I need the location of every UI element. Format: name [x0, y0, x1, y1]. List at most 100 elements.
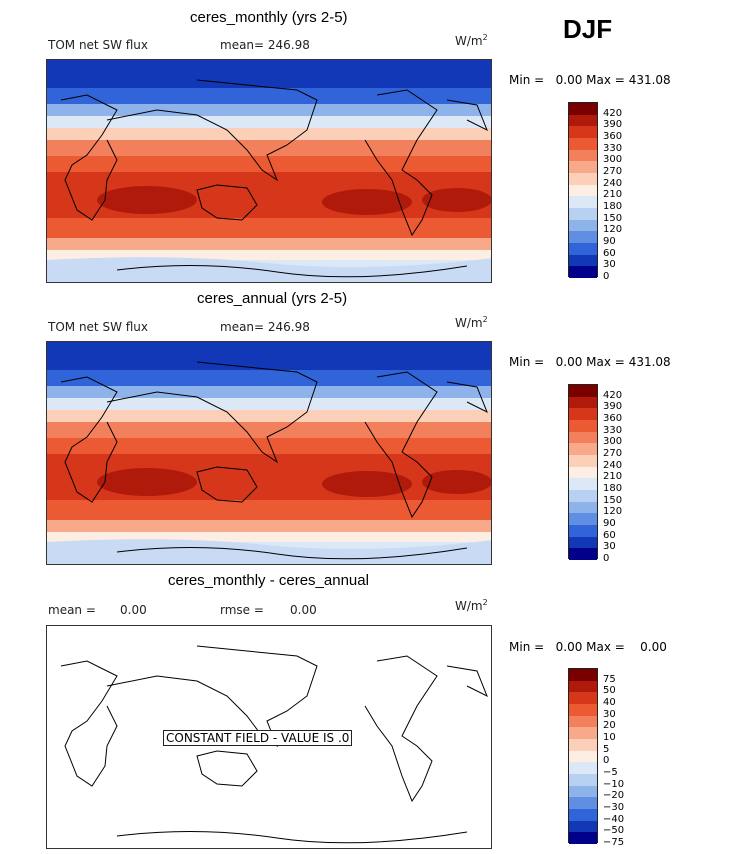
colorbar-swatch [569, 548, 597, 560]
colorbar-tick-label: 270 [603, 448, 623, 459]
colorbar-tick-label: −40 [603, 813, 625, 825]
panel3-rmse-label: rmse = [220, 603, 264, 617]
panel3-mean-value: 0.00 [120, 603, 147, 617]
colorbar-swatch [569, 231, 597, 243]
colorbar-swatch [569, 727, 597, 739]
colorbar-tick-label: 150 [603, 494, 623, 506]
panel2-map [46, 341, 492, 565]
colorbar-swatch [569, 680, 597, 693]
colorbar-swatch [569, 820, 597, 833]
colorbar-swatch [569, 513, 597, 525]
colorbar-tick-label: 10 [603, 732, 616, 743]
colorbar-tick-label: 360 [603, 413, 623, 424]
colorbar-tick-label: 180 [603, 201, 623, 212]
colorbar-tick-label: 0 [603, 755, 610, 767]
colorbar-swatch [569, 254, 597, 267]
colorbar-swatch [569, 454, 597, 467]
panel2-colorbar [568, 384, 598, 560]
colorbar-tick-label: 240 [603, 459, 623, 471]
colorbar-tick-label: 120 [603, 506, 623, 518]
panel2-field-label: TOM net SW flux [48, 320, 149, 334]
colorbar-swatch [569, 149, 597, 162]
colorbar-swatch [569, 750, 597, 763]
colorbar-swatch [569, 762, 597, 774]
colorbar-swatch [569, 196, 597, 208]
colorbar-tick-label: 420 [603, 389, 623, 401]
colorbar-tick-label: 60 [603, 529, 616, 541]
colorbar-tick-label: −30 [603, 802, 625, 813]
panel3-colorbar [568, 668, 598, 844]
panel1-map [46, 59, 492, 283]
colorbar-tick-label: 90 [603, 518, 616, 529]
panel2-mean-label: mean= 246.98 [220, 320, 310, 334]
colorbar-tick-label: 360 [603, 131, 623, 142]
colorbar-tick-label: −10 [603, 778, 625, 790]
panel2-minmax: Min = 0.00 Max = 431.08 [509, 355, 671, 369]
colorbar-swatch [569, 137, 597, 150]
colorbar-tick-label: 5 [603, 743, 610, 755]
panel3-minmax: Min = 0.00 Max = 0.00 [509, 640, 667, 654]
colorbar-swatch [569, 797, 597, 809]
panel2-field-svg [47, 342, 491, 564]
colorbar-swatch [569, 466, 597, 479]
panel1-field-label: TOM net SW flux [48, 38, 149, 52]
colorbar-tick-label: 150 [603, 212, 623, 224]
colorbar-tick-label: 120 [603, 224, 623, 236]
season-label: DJF [563, 14, 613, 44]
colorbar-tick-label: 390 [603, 401, 623, 413]
colorbar-swatch [569, 219, 597, 232]
colorbar-tick-label: 300 [603, 436, 623, 448]
colorbar-swatch [569, 489, 597, 502]
colorbar-tick-label: 180 [603, 483, 623, 494]
colorbar-swatch [569, 501, 597, 514]
panel2-title: ceres_annual (yrs 2-5) [197, 290, 348, 307]
colorbar-swatch [569, 207, 597, 220]
panel1-units: W/m2 [455, 33, 488, 48]
colorbar-swatch [569, 703, 597, 716]
colorbar-tick-label: 50 [603, 685, 616, 697]
colorbar-tick-label: 300 [603, 154, 623, 166]
colorbar-tick-label: 240 [603, 177, 623, 189]
panel1-mean-label: mean= 246.98 [220, 38, 310, 52]
colorbar-swatch [569, 669, 597, 681]
colorbar-tick-label: 40 [603, 697, 616, 708]
panel1-field-svg [47, 60, 491, 282]
panel3-title: ceres_monthly - ceres_annual [168, 572, 369, 589]
colorbar-tick-label: −20 [603, 790, 625, 802]
colorbar-swatch [569, 419, 597, 432]
panel1-title: ceres_monthly (yrs 2-5) [190, 9, 348, 26]
panel1-minmax: Min = 0.00 Max = 431.08 [509, 73, 671, 87]
colorbar-tick-label: 270 [603, 166, 623, 177]
colorbar-tick-label: 90 [603, 236, 616, 247]
colorbar-swatch [569, 126, 597, 138]
panel3-rmse-value: 0.00 [290, 603, 317, 617]
colorbar-swatch [569, 396, 597, 409]
colorbar-tick-label: −50 [603, 825, 625, 837]
colorbar-tick-label: −75 [603, 837, 625, 848]
colorbar-tick-label: 75 [603, 673, 616, 685]
colorbar-swatch [569, 103, 597, 115]
colorbar-tick-label: −5 [603, 767, 618, 778]
panel1-colorbar [568, 102, 598, 278]
colorbar-tick-label: 210 [603, 189, 623, 201]
colorbar-swatch [569, 773, 597, 786]
colorbar-tick-label: 0 [603, 271, 610, 282]
colorbar-swatch [569, 524, 597, 537]
colorbar-swatch [569, 161, 597, 173]
colorbar-swatch [569, 266, 597, 278]
colorbar-tick-label: 420 [603, 107, 623, 119]
colorbar-tick-label: 390 [603, 119, 623, 131]
colorbar-swatch [569, 443, 597, 455]
colorbar-swatch [569, 172, 597, 185]
panel2-units: W/m2 [455, 315, 488, 330]
colorbar-tick-label: 210 [603, 471, 623, 483]
panel3-units: W/m2 [455, 598, 488, 613]
colorbar-swatch [569, 536, 597, 549]
colorbar-swatch [569, 184, 597, 197]
colorbar-tick-label: 60 [603, 247, 616, 259]
constant-field-label: CONSTANT FIELD - VALUE IS .0 [163, 730, 353, 746]
colorbar-swatch [569, 692, 597, 704]
colorbar-swatch [569, 832, 597, 844]
colorbar-swatch [569, 478, 597, 490]
colorbar-swatch [569, 808, 597, 821]
